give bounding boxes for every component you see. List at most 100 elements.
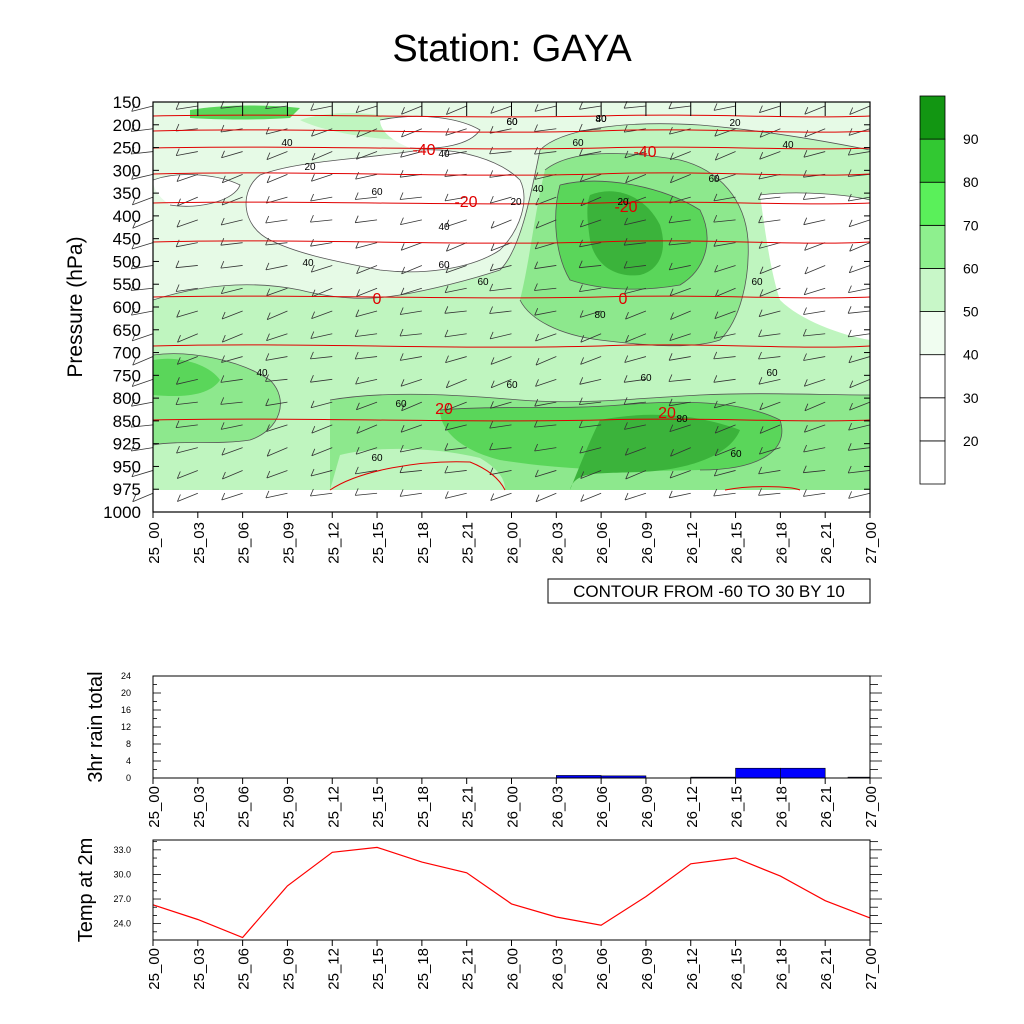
time-tick-label: 25_03 (191, 948, 208, 990)
wind-barb-flag (177, 335, 181, 343)
wind-barb (446, 378, 467, 389)
wind-barb-flag (847, 443, 852, 451)
contour-note-box (547, 578, 871, 604)
wind-barb-flag (132, 221, 137, 229)
wind-barb-flag (534, 443, 538, 452)
wind-barb (267, 310, 288, 320)
wind-barb-flag (265, 215, 270, 224)
rh-contour-label: 60 (640, 373, 652, 384)
wind-barb-flag (847, 465, 852, 474)
wind-barb-flag (131, 379, 136, 387)
wind-barb (446, 242, 467, 252)
wind-barb-flag (399, 170, 404, 178)
wind-barb-flag (130, 443, 135, 452)
wind-barb (758, 333, 781, 337)
wind-barb (132, 196, 154, 206)
wind-barb (445, 424, 467, 431)
wind-barb (668, 219, 691, 224)
wind-barb-flag (400, 287, 405, 295)
wind-barb (265, 105, 288, 109)
time-tick-label: 25_03 (191, 522, 208, 564)
wind-barb (490, 265, 512, 272)
time-tick-label: 26_00 (505, 522, 522, 564)
wind-barb (579, 265, 602, 269)
wind-barb-flag (131, 172, 135, 180)
wind-barb (310, 105, 333, 111)
temp-series-line (152, 846, 871, 939)
wind-barb-flag (714, 425, 719, 434)
wind-barb (446, 401, 467, 411)
pressure-tick-label: 300 (113, 161, 141, 180)
wind-barb (446, 105, 467, 115)
wind-barb-flag (489, 263, 494, 271)
wind-barb-flag (445, 355, 449, 363)
wind-barb (804, 424, 826, 433)
temp-panel: 24.0 27.0 30.0 33.0 25_00 25_03 25_06 25_09 25_1… (75, 838, 882, 990)
wind-barb-flag (265, 262, 270, 271)
wind-barb (265, 401, 288, 407)
wind-barb-flag (355, 309, 360, 317)
wind-barb (310, 196, 333, 202)
wind-barb-flag (804, 266, 809, 275)
wind-barb (177, 356, 198, 365)
rh-contour-label: 60 (730, 449, 742, 460)
time-tick-label: 25_06 (236, 786, 253, 828)
wind-barb-flag (311, 152, 316, 161)
wind-barb-flag (848, 285, 852, 293)
wind-barb-flag (534, 261, 538, 269)
wind-barb-flag (311, 425, 316, 434)
rh-contour-panel: -40 -40 -20 -20 0 0 20 20 60 40 40 60 40 20 40 20 60 60 40… (64, 93, 880, 604)
wind-barb (175, 401, 198, 405)
wind-barb (534, 447, 557, 452)
rh-fill-region (153, 174, 240, 207)
wind-barb-flag (803, 307, 807, 315)
wind-barb-flag (714, 448, 719, 456)
wind-barb-flag (669, 288, 674, 296)
colorbar-label: 70 (963, 217, 979, 233)
wind-barb-flag (670, 312, 674, 320)
isotherm-line (152, 172, 871, 176)
wind-barb-flag (131, 399, 135, 407)
wind-barb (624, 219, 647, 226)
wind-barb-flag (714, 264, 718, 273)
wind-barb (132, 492, 154, 503)
wind-barb (489, 287, 512, 292)
wind-barb (401, 128, 423, 138)
time-tick-label: 26_09 (639, 948, 656, 990)
wind-barb (803, 219, 826, 226)
time-tick-label: 25_12 (325, 522, 342, 564)
chart-title: Station: GAYA (392, 28, 632, 70)
wind-barb-flag (670, 449, 674, 457)
wind-barb (444, 470, 467, 474)
wind-barb (311, 173, 333, 182)
wind-barb (355, 310, 378, 318)
pressure-tick-label: 450 (113, 230, 141, 249)
wind-barb (804, 287, 826, 296)
wind-barb-flag (444, 329, 449, 338)
pressure-tick-label: 250 (113, 139, 141, 158)
colorbar: 20 30 40 50 60 70 80 90 (919, 95, 979, 485)
wind-barb-flag (625, 471, 630, 480)
wind-barb-flag (354, 192, 359, 200)
rain-axis-label: 3hr rain total (85, 671, 107, 782)
wind-barb (266, 287, 288, 296)
rh-contour-line (555, 180, 708, 290)
rh-contour-label: 60 (751, 277, 763, 288)
wind-barb-flag (624, 422, 628, 430)
wind-barb (624, 265, 646, 269)
wind-barb-flag (266, 152, 271, 160)
wind-barbs (130, 101, 871, 503)
wind-barb (131, 242, 154, 250)
wind-barb-flag (803, 353, 807, 361)
wind-barb (177, 333, 198, 343)
wind-barb (132, 219, 154, 229)
wind-barb (310, 356, 333, 360)
time-tick-label: 26_18 (773, 786, 790, 828)
wind-barb-flag (401, 107, 405, 115)
time-tick-label: 26_12 (684, 522, 701, 564)
wind-barb (222, 470, 243, 480)
wind-barb-flag (444, 193, 449, 202)
wind-barb-flag (355, 376, 359, 385)
wind-barb (176, 173, 198, 182)
